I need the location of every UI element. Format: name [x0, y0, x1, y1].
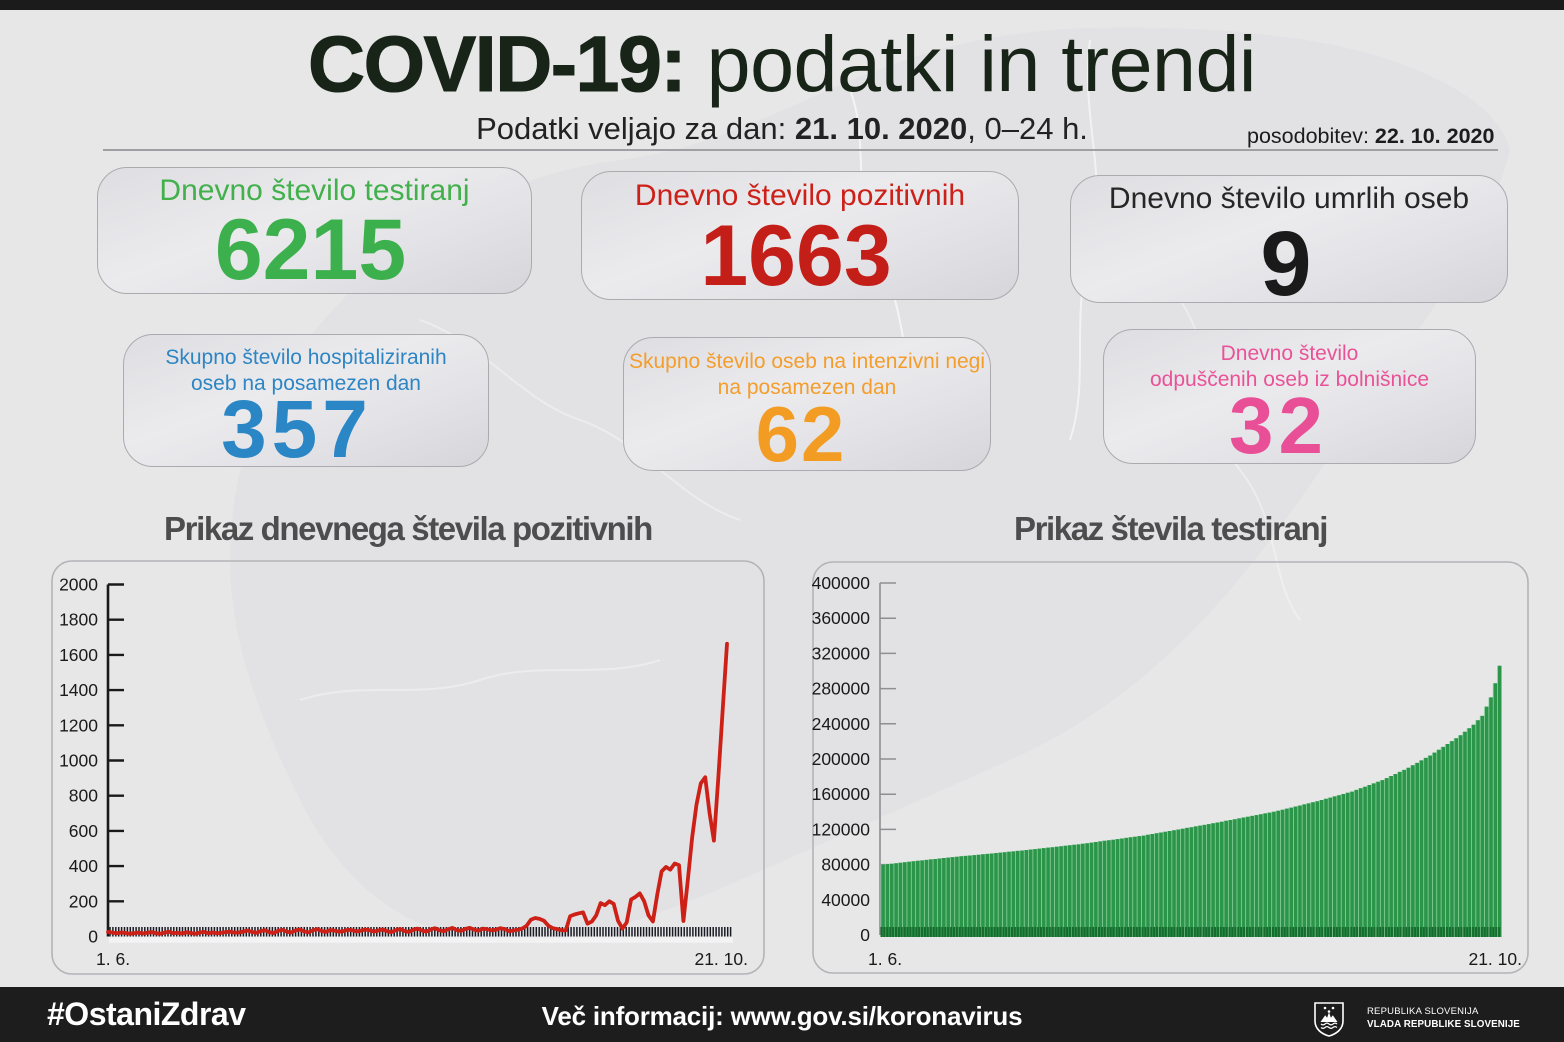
svg-text:360000: 360000	[812, 608, 870, 628]
svg-text:21. 10.: 21. 10.	[694, 949, 748, 969]
svg-text:80000: 80000	[821, 855, 870, 875]
svg-text:120000: 120000	[812, 819, 870, 839]
svg-text:1000: 1000	[59, 751, 98, 771]
svg-text:200000: 200000	[812, 749, 870, 769]
svg-text:1400: 1400	[59, 680, 98, 700]
svg-text:0: 0	[860, 925, 870, 945]
svg-text:240000: 240000	[812, 714, 870, 734]
svg-text:160000: 160000	[812, 784, 870, 804]
svg-text:400: 400	[69, 856, 98, 876]
svg-text:21. 10.: 21. 10.	[1468, 949, 1522, 969]
svg-text:1. 6.: 1. 6.	[868, 949, 902, 969]
svg-text:600: 600	[69, 821, 98, 841]
svg-text:2000: 2000	[59, 575, 98, 595]
svg-text:400000: 400000	[812, 573, 870, 593]
svg-text:1. 6.: 1. 6.	[96, 949, 130, 969]
svg-text:200: 200	[69, 891, 98, 911]
svg-text:1600: 1600	[59, 645, 98, 665]
svg-text:1200: 1200	[59, 715, 98, 735]
svg-text:280000: 280000	[812, 679, 870, 699]
svg-text:0: 0	[88, 927, 98, 947]
svg-text:40000: 40000	[821, 890, 870, 910]
svg-text:800: 800	[69, 786, 98, 806]
svg-text:1800: 1800	[59, 610, 98, 630]
svg-text:320000: 320000	[812, 643, 870, 663]
